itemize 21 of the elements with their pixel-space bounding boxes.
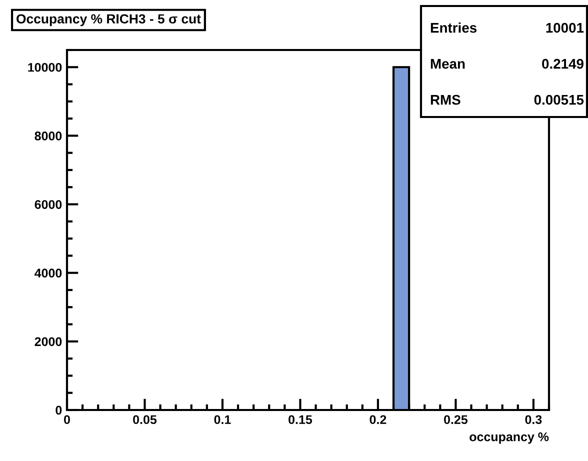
y-tick-label: 2000 (34, 337, 62, 346)
annotation: 0.2149 (542, 58, 584, 69)
x-axis-title: occupancy % (470, 432, 549, 444)
annotation: Mean (430, 59, 465, 69)
chart-title: Occupancy % RICH3 - 5 σ cut (16, 14, 201, 26)
y-tick-label: 0 (56, 406, 62, 415)
x-tick-label: 0.25 (444, 415, 468, 424)
annotation: RMS (430, 94, 460, 105)
y-tick-label: 6000 (34, 200, 62, 209)
x-tick-label: 0 (64, 415, 70, 424)
x-tick-label: 0.1 (214, 415, 231, 424)
text: 10001 (546, 22, 584, 33)
annotation: 0.00515 (534, 94, 584, 105)
y-tick-label: 8000 (34, 132, 62, 140)
x-tick-label: 0.15 (288, 415, 312, 424)
x-tick-label: 0.05 (133, 415, 157, 424)
x-tick-label: 0.3 (525, 415, 542, 424)
text: Entries (430, 22, 477, 33)
x-tick-label: 0.2 (370, 415, 386, 424)
y-tick-label: 4000 (34, 268, 62, 278)
y-tick-label: 10000 (28, 62, 62, 72)
